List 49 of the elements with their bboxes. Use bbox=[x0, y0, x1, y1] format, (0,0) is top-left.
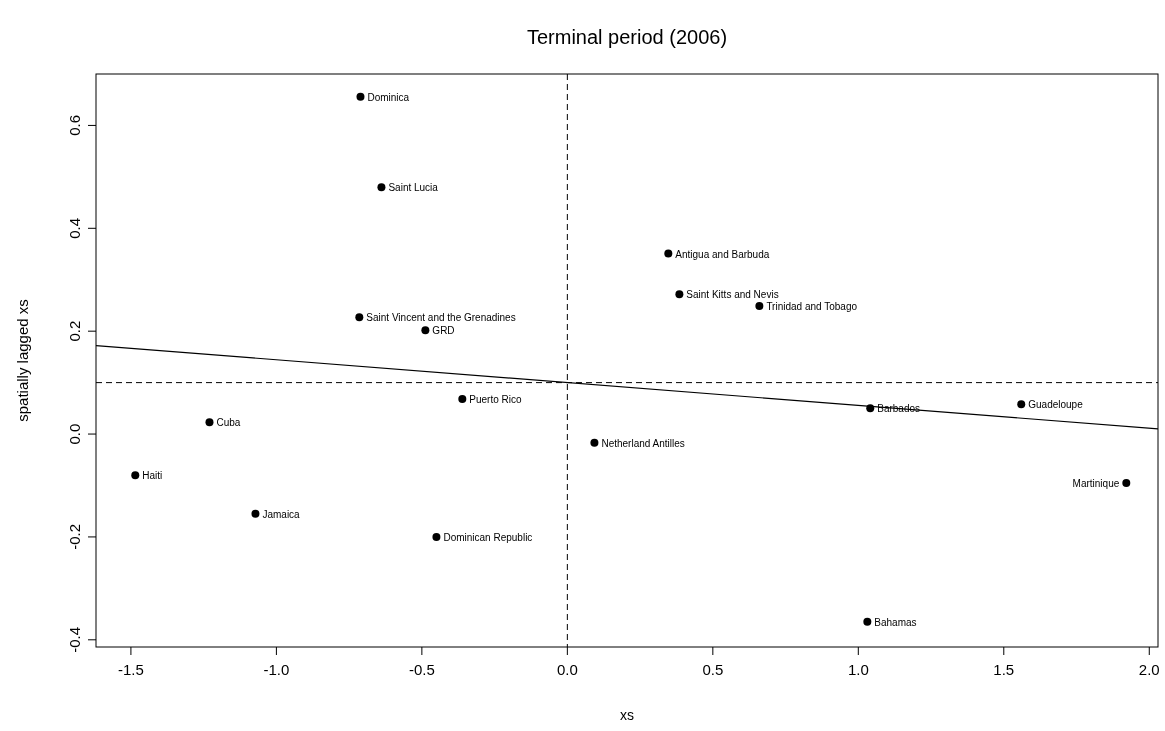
annotation: GRD bbox=[432, 325, 455, 337]
annotation: Guadeloupe bbox=[1028, 399, 1084, 411]
y-tick-label: 0.6 bbox=[66, 115, 83, 136]
point bbox=[755, 301, 764, 310]
y-tick-label: 0.2 bbox=[66, 320, 83, 342]
chart-title: Terminal period (2006) bbox=[526, 26, 728, 48]
x-axis-title: xs bbox=[620, 707, 634, 723]
annotation: Puerto Rico bbox=[469, 394, 522, 406]
x-tick-label: 1.5 bbox=[993, 661, 1015, 678]
point bbox=[355, 313, 364, 322]
point bbox=[1122, 478, 1131, 487]
annotation: Antigua and Barbuda bbox=[675, 248, 770, 260]
x-tick-label: -1.0 bbox=[263, 661, 290, 678]
y-tick-label: 0.0 bbox=[66, 423, 83, 445]
y-tick-label: -0.2 bbox=[66, 524, 83, 550]
annotation: Jamaica bbox=[262, 508, 301, 520]
y-tick-label: 0.4 bbox=[66, 217, 83, 239]
y-tick-label: -0.4 bbox=[66, 626, 83, 653]
point bbox=[590, 438, 599, 447]
annotation: Dominica bbox=[367, 91, 410, 103]
y-axis-title: spatially lagged xs bbox=[14, 299, 31, 422]
point bbox=[1017, 400, 1026, 409]
annotation: Saint Kitts and Nevis bbox=[686, 289, 779, 301]
point bbox=[377, 183, 386, 192]
x-tick-label: -1.5 bbox=[117, 661, 144, 678]
point bbox=[863, 617, 872, 626]
point bbox=[251, 509, 260, 518]
annotation: Martinique bbox=[1072, 477, 1120, 489]
annotation: Netherland Antilles bbox=[601, 437, 685, 449]
point bbox=[131, 471, 140, 480]
x-tick-label: 1.0 bbox=[847, 661, 869, 678]
annotation: Haiti bbox=[142, 470, 163, 482]
annotation: Saint Lucia bbox=[388, 182, 439, 194]
point bbox=[458, 395, 467, 404]
annotation: Dominican Republic bbox=[443, 531, 533, 543]
point bbox=[421, 326, 430, 335]
x-tick-label: 2.0 bbox=[1138, 661, 1160, 678]
annotation: Cuba bbox=[216, 417, 241, 429]
annotation: Saint Vincent and the Grenadines bbox=[366, 312, 516, 324]
point bbox=[664, 249, 673, 258]
annotation: Trinidad and Tobago bbox=[766, 300, 858, 312]
x-tick-label: 0.5 bbox=[702, 661, 724, 678]
point bbox=[675, 290, 684, 299]
x-tick-label: 0.0 bbox=[556, 661, 578, 678]
point bbox=[432, 532, 441, 541]
x-tick-label: -0.5 bbox=[408, 661, 435, 678]
annotation: Bahamas bbox=[874, 616, 917, 628]
point bbox=[205, 418, 214, 427]
point bbox=[356, 92, 365, 101]
